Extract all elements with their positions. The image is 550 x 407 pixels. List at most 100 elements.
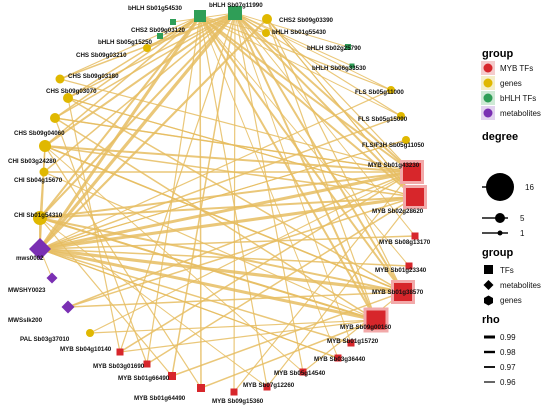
node-myb-sb08g13170: [411, 232, 419, 240]
edge-fls-sb05g11000--bhlh-sb07g11990: [234, 12, 392, 91]
node-label-chs-sb09g03210: CHS Sb09g03210: [76, 52, 127, 59]
legend-bhlh-label: bHLH TFs: [500, 94, 536, 103]
legend-myb-label: MYB TFs: [500, 64, 533, 73]
edge-chs-sb09g04060--myb-sb09g00160: [54, 117, 377, 321]
node-label-chs-sb09g03070: CHS Sb09g03070: [46, 88, 97, 95]
legend-degree-title: degree: [482, 131, 518, 143]
edge-myb-sb05g14540--bhlh-sb07g11990: [234, 12, 304, 373]
node-bhlh-sb06g33530: [349, 63, 355, 69]
edge-myb-sb01g38570--chi-sb03g24280: [44, 145, 404, 293]
legend-rho-097: 0.97: [500, 363, 516, 372]
edge-mws0002--fls-sb05g15090: [39, 115, 402, 250]
node-label-myb-sb01g38570: MYB Sb01g38570: [372, 289, 424, 296]
node-bhlh-sb01g55430: [170, 19, 176, 25]
node-chs-sb09g03210: [143, 44, 151, 52]
legend-rho-title: rho: [482, 314, 500, 326]
node-label-myb-sb01g15720: MYB Sb01g15720: [327, 338, 379, 345]
legend-swatch-bhlh: [483, 93, 493, 103]
legend-group-shape-title: group: [482, 247, 513, 259]
edge-myb-sb02g28620--myb-sb07g12260: [266, 196, 416, 388]
node-label-chi-sb03g24280: CHI Sb03g24280: [8, 158, 57, 165]
node-myb-sb03g01690: [143, 360, 151, 368]
edge-mws0002--myb-sb01g15720: [39, 248, 352, 344]
edge-chi-sb04g15670--myb-sb09g00160: [43, 171, 377, 321]
edge-myb-sb01g43230--bhlh-sb07g11990: [234, 12, 413, 173]
legend-swatch-metabolites: [483, 108, 493, 118]
edge-myb-sb01g38570--bhlh-sb07g11990: [234, 12, 404, 293]
edge-chi-sb04g15670--bhlh-sb07g11990: [43, 12, 236, 173]
node-myb-sb09g00160: [366, 310, 386, 330]
node-label-myb-sb09g00160: MYB Sb09g00160: [340, 324, 392, 331]
node-bhlh-sb05g15250: [157, 33, 163, 39]
legend-hexagon-shape: [484, 295, 493, 306]
edge-myb-sb01g38570--chs2-sb09g03390: [266, 18, 404, 293]
node-label-bhlh-sb01g55430: bHLH Sb01g55430: [272, 29, 327, 36]
node-myb-sb07g12260: [263, 383, 271, 391]
edge-mws0002--myb-sb08g13170: [39, 235, 416, 250]
node-label-myb-sb01g23340: MYB Sb01g23340: [375, 267, 427, 274]
edge-chs-sb09g03180--bhlh-sb01g54530: [59, 15, 201, 80]
node-chi-sb01g54310: [33, 211, 47, 225]
legend-diamond-shape: [483, 280, 494, 290]
node-chi-sb03g24280: [39, 140, 51, 152]
node-pal-sb03g37010: [86, 329, 94, 337]
node-label-bhlh-sb06g33530: bHLH Sb06g33530: [312, 65, 367, 72]
edge-myb-sb03g01690--bhlh-sb01g54530: [146, 15, 201, 365]
node-myb-sb05g14540: [299, 368, 307, 376]
node-label-mws0002: mws0002: [16, 255, 44, 262]
edge-chs-sb09g03180--myb-sb01g43230: [59, 78, 413, 173]
edge-chi-sb01g54310--myb-sb01g38570: [39, 217, 404, 293]
node-label-pal-sb03g37010: PAL Sb03g37010: [20, 336, 70, 343]
legend-swatch-genes: [483, 78, 493, 88]
edge-myb-sb03g36440--mws0002: [39, 248, 339, 359]
edge-bhlh-sb07g11990--bhlh-sb02g25790: [234, 12, 349, 48]
node-mwshy0023: [46, 272, 58, 284]
edge-bhlh-sb07g11990--bhlh-sb06g33530: [234, 12, 353, 67]
edge-myb-sb02g28620--chs-sb09g03070: [67, 97, 416, 198]
node-label-mwshy0023: MWSHY0023: [8, 287, 46, 294]
edge-bhlh-sb07g11990--bhlh-sb05g15250: [159, 12, 236, 37]
legend: group MYB TFs genes bHLH TFs metabolites…: [481, 48, 541, 387]
edge-myb-sb01g38570--myb-sb01g66490: [171, 291, 404, 377]
node-bhlh-sb01g54530: [194, 10, 206, 22]
edge-myb-sb01g38570--bhlh-sb01g54530: [199, 15, 404, 293]
node-chs2-sb09g03390: [262, 14, 272, 24]
edge-myb-sb09g00160--myb-sb04g10140: [119, 319, 377, 353]
legend-degree-1: 1: [520, 229, 525, 238]
node-label-fls-f3h-sb05g11050: FLS/F3H Sb05g11050: [362, 142, 425, 149]
edge-myb-sb01g66490--bhlh-sb07g11990: [171, 12, 236, 377]
node-label-chi-sb01g54310: CHI Sb01g54310: [14, 212, 63, 219]
legend-genes-label: genes: [500, 79, 522, 88]
node-myb-sb01g38570: [394, 283, 412, 301]
network-edges: [38, 11, 417, 393]
edge-myb-sb04g10140--chs-sb09g03070: [67, 97, 121, 353]
legend-degree-item: 5: [482, 213, 525, 223]
legend-color-item: metabolites: [481, 106, 541, 120]
node-label-chs-sb09g04060: CHS Sb09g04060: [14, 130, 65, 137]
node-label-myb-sb01g43230: MYB Sb01g43230: [368, 162, 420, 169]
legend-shape-metabolites-label: metabolites: [500, 281, 541, 290]
node-myb-sb01g43230: [403, 163, 421, 181]
edge-myb-sb01g43230--chs2-sb09g03390: [266, 18, 413, 173]
node-label-myb-sb09g15360: MYB Sb09g15360: [212, 398, 264, 405]
edge-myb-sb03g36440--bhlh-sb01g54530: [199, 15, 339, 359]
node-myb-sb03g36440: [334, 354, 342, 362]
edge-fls-sb05g15090--bhlh-sb01g54530: [199, 15, 402, 117]
edge-mws0002--myb-sb09g00160: [38, 247, 378, 322]
node-label-bhlh-sb02g25790: bHLH Sb02g25790: [307, 45, 362, 52]
node-label-myb-sb03g01690: MYB Sb03g01690: [93, 363, 145, 370]
node-label-chs2-sb09g03120: CHS2 Sb09g03120: [131, 27, 186, 34]
legend-degree-circle-small: [497, 230, 503, 236]
edge-myb-sb08g13170--bhlh-sb07g11990: [234, 12, 416, 237]
node-label-mwsslk200: MWSslk200: [8, 317, 43, 324]
network-node-labels: bHLH Sb01g54530 bHLH Sb07g11990 CHS2 Sb09g…: [8, 2, 431, 405]
edge-myb-sb01g38570--myb-sb05g14540: [302, 291, 404, 373]
legend-rho-item: 0.99: [484, 333, 516, 342]
node-myb-sb01g66490: [168, 372, 176, 380]
node-label-myb-sb01g64490: MYB Sb01g64490: [134, 395, 186, 402]
node-label-myb-sb02g28620: MYB Sb02g28620: [372, 208, 424, 215]
edge-bhlh-sb07g11990--fls-sb05g15090: [234, 12, 402, 117]
node-myb-sb01g15720: [347, 339, 355, 347]
legend-degree-item: 1: [482, 229, 525, 238]
legend-metabolites-label: metabolites: [500, 109, 541, 118]
